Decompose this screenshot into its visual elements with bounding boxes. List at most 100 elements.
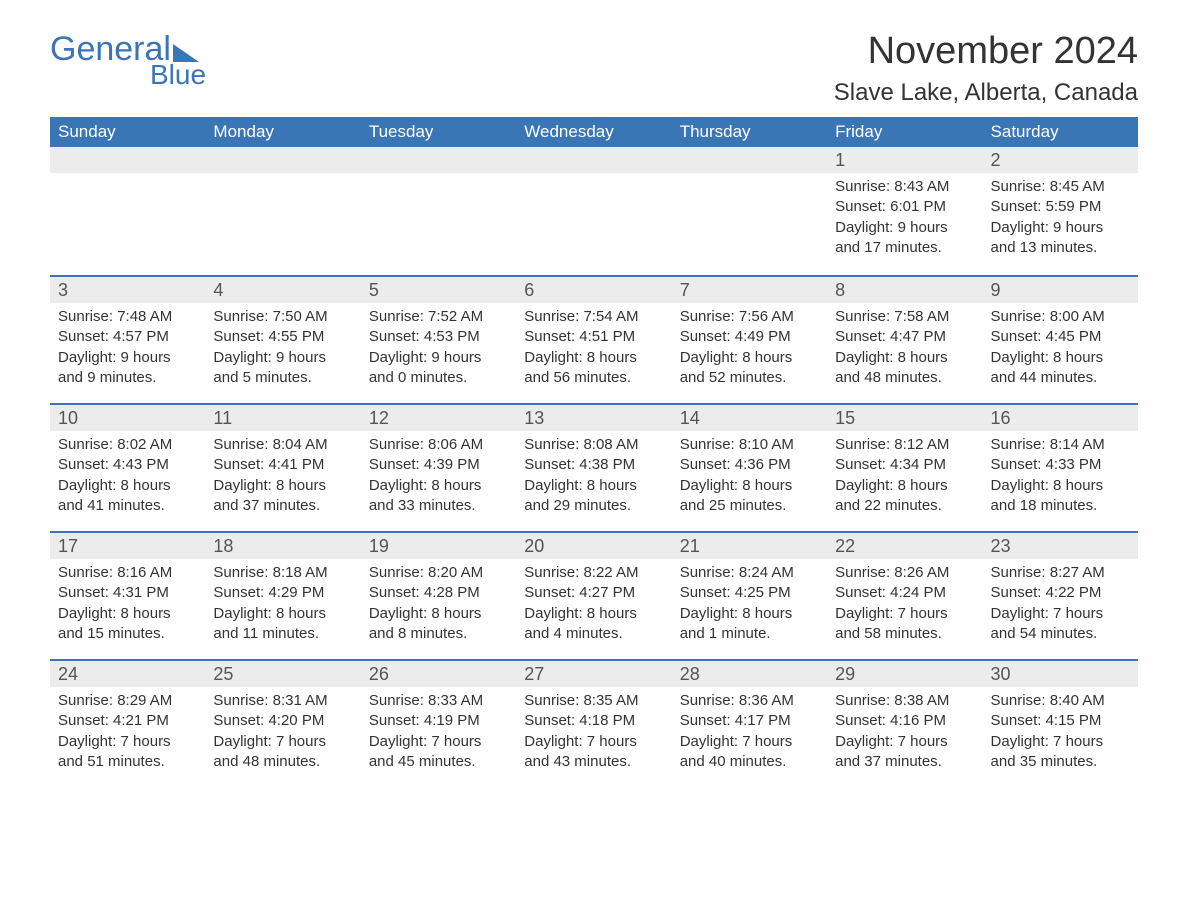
day-body: Sunrise: 8:31 AMSunset: 4:20 PMDaylight:… xyxy=(205,687,360,772)
sunrise-text: Sunrise: 8:43 AM xyxy=(835,177,974,197)
day-body: Sunrise: 7:56 AMSunset: 4:49 PMDaylight:… xyxy=(672,303,827,388)
sunrise-text: Sunrise: 8:24 AM xyxy=(680,563,819,583)
sunrise-text: Sunrise: 7:58 AM xyxy=(835,307,974,327)
sunrise-text: Sunrise: 8:02 AM xyxy=(58,435,197,455)
calendar-day-cell: 6Sunrise: 7:54 AMSunset: 4:51 PMDaylight… xyxy=(516,275,671,403)
day-number xyxy=(672,147,827,173)
daylight-text: Daylight: 8 hours and 48 minutes. xyxy=(835,348,974,389)
daylight-text: Daylight: 9 hours and 9 minutes. xyxy=(58,348,197,389)
location-text: Slave Lake, Alberta, Canada xyxy=(834,79,1138,107)
sunset-text: Sunset: 6:01 PM xyxy=(835,197,974,217)
day-number: 10 xyxy=(50,403,205,431)
sunset-text: Sunset: 4:51 PM xyxy=(524,327,663,347)
day-body: Sunrise: 8:45 AMSunset: 5:59 PMDaylight:… xyxy=(983,173,1138,258)
sunrise-text: Sunrise: 8:06 AM xyxy=(369,435,508,455)
day-number: 2 xyxy=(983,147,1138,173)
day-number: 20 xyxy=(516,531,671,559)
calendar-day-cell: 21Sunrise: 8:24 AMSunset: 4:25 PMDayligh… xyxy=(672,531,827,659)
weekday-header: Tuesday xyxy=(361,117,516,147)
sunrise-text: Sunrise: 7:52 AM xyxy=(369,307,508,327)
calendar-day-cell: 27Sunrise: 8:35 AMSunset: 4:18 PMDayligh… xyxy=(516,659,671,787)
day-body: Sunrise: 8:33 AMSunset: 4:19 PMDaylight:… xyxy=(361,687,516,772)
sunrise-text: Sunrise: 7:56 AM xyxy=(680,307,819,327)
sunrise-text: Sunrise: 7:54 AM xyxy=(524,307,663,327)
sunset-text: Sunset: 4:20 PM xyxy=(213,711,352,731)
sunrise-text: Sunrise: 8:27 AM xyxy=(991,563,1130,583)
daylight-text: Daylight: 7 hours and 45 minutes. xyxy=(369,732,508,773)
sunset-text: Sunset: 4:45 PM xyxy=(991,327,1130,347)
day-body: Sunrise: 8:16 AMSunset: 4:31 PMDaylight:… xyxy=(50,559,205,644)
daylight-text: Daylight: 8 hours and 37 minutes. xyxy=(213,476,352,517)
day-body: Sunrise: 8:08 AMSunset: 4:38 PMDaylight:… xyxy=(516,431,671,516)
calendar-day-cell xyxy=(50,147,205,275)
sunrise-text: Sunrise: 7:50 AM xyxy=(213,307,352,327)
weekday-header: Saturday xyxy=(983,117,1138,147)
day-number: 3 xyxy=(50,275,205,303)
day-number xyxy=(50,147,205,173)
sunset-text: Sunset: 4:18 PM xyxy=(524,711,663,731)
sunset-text: Sunset: 4:36 PM xyxy=(680,455,819,475)
day-number: 11 xyxy=(205,403,360,431)
day-body: Sunrise: 8:00 AMSunset: 4:45 PMDaylight:… xyxy=(983,303,1138,388)
day-body: Sunrise: 8:35 AMSunset: 4:18 PMDaylight:… xyxy=(516,687,671,772)
sunset-text: Sunset: 4:49 PM xyxy=(680,327,819,347)
day-number: 21 xyxy=(672,531,827,559)
day-body: Sunrise: 8:04 AMSunset: 4:41 PMDaylight:… xyxy=(205,431,360,516)
day-number: 7 xyxy=(672,275,827,303)
sunset-text: Sunset: 4:38 PM xyxy=(524,455,663,475)
logo: General Blue xyxy=(50,30,206,91)
calendar-day-cell xyxy=(516,147,671,275)
calendar-day-cell: 30Sunrise: 8:40 AMSunset: 4:15 PMDayligh… xyxy=(983,659,1138,787)
day-body: Sunrise: 8:40 AMSunset: 4:15 PMDaylight:… xyxy=(983,687,1138,772)
day-body: Sunrise: 8:02 AMSunset: 4:43 PMDaylight:… xyxy=(50,431,205,516)
calendar-day-cell: 13Sunrise: 8:08 AMSunset: 4:38 PMDayligh… xyxy=(516,403,671,531)
day-body: Sunrise: 8:43 AMSunset: 6:01 PMDaylight:… xyxy=(827,173,982,258)
calendar-day-cell: 12Sunrise: 8:06 AMSunset: 4:39 PMDayligh… xyxy=(361,403,516,531)
day-number: 22 xyxy=(827,531,982,559)
day-number: 24 xyxy=(50,659,205,687)
sunset-text: Sunset: 4:28 PM xyxy=(369,583,508,603)
sunset-text: Sunset: 4:21 PM xyxy=(58,711,197,731)
day-body xyxy=(516,173,671,177)
day-body: Sunrise: 8:18 AMSunset: 4:29 PMDaylight:… xyxy=(205,559,360,644)
daylight-text: Daylight: 7 hours and 58 minutes. xyxy=(835,604,974,645)
daylight-text: Daylight: 8 hours and 44 minutes. xyxy=(991,348,1130,389)
sunrise-text: Sunrise: 8:08 AM xyxy=(524,435,663,455)
day-body: Sunrise: 7:52 AMSunset: 4:53 PMDaylight:… xyxy=(361,303,516,388)
daylight-text: Daylight: 8 hours and 29 minutes. xyxy=(524,476,663,517)
sunset-text: Sunset: 5:59 PM xyxy=(991,197,1130,217)
day-body: Sunrise: 8:14 AMSunset: 4:33 PMDaylight:… xyxy=(983,431,1138,516)
daylight-text: Daylight: 7 hours and 43 minutes. xyxy=(524,732,663,773)
day-body: Sunrise: 7:48 AMSunset: 4:57 PMDaylight:… xyxy=(50,303,205,388)
sunset-text: Sunset: 4:22 PM xyxy=(991,583,1130,603)
calendar-day-cell xyxy=(361,147,516,275)
calendar-week-row: 17Sunrise: 8:16 AMSunset: 4:31 PMDayligh… xyxy=(50,531,1138,659)
calendar-day-cell: 25Sunrise: 8:31 AMSunset: 4:20 PMDayligh… xyxy=(205,659,360,787)
calendar-day-cell: 3Sunrise: 7:48 AMSunset: 4:57 PMDaylight… xyxy=(50,275,205,403)
day-number: 13 xyxy=(516,403,671,431)
sunset-text: Sunset: 4:55 PM xyxy=(213,327,352,347)
day-number: 19 xyxy=(361,531,516,559)
calendar-day-cell: 5Sunrise: 7:52 AMSunset: 4:53 PMDaylight… xyxy=(361,275,516,403)
day-body: Sunrise: 8:22 AMSunset: 4:27 PMDaylight:… xyxy=(516,559,671,644)
daylight-text: Daylight: 9 hours and 5 minutes. xyxy=(213,348,352,389)
day-number xyxy=(205,147,360,173)
daylight-text: Daylight: 8 hours and 56 minutes. xyxy=(524,348,663,389)
sunset-text: Sunset: 4:31 PM xyxy=(58,583,197,603)
day-body: Sunrise: 8:29 AMSunset: 4:21 PMDaylight:… xyxy=(50,687,205,772)
day-number: 29 xyxy=(827,659,982,687)
daylight-text: Daylight: 7 hours and 35 minutes. xyxy=(991,732,1130,773)
day-body: Sunrise: 8:24 AMSunset: 4:25 PMDaylight:… xyxy=(672,559,827,644)
day-number: 23 xyxy=(983,531,1138,559)
day-body: Sunrise: 8:06 AMSunset: 4:39 PMDaylight:… xyxy=(361,431,516,516)
sunrise-text: Sunrise: 8:26 AM xyxy=(835,563,974,583)
calendar-day-cell: 16Sunrise: 8:14 AMSunset: 4:33 PMDayligh… xyxy=(983,403,1138,531)
sunset-text: Sunset: 4:29 PM xyxy=(213,583,352,603)
sunset-text: Sunset: 4:34 PM xyxy=(835,455,974,475)
calendar-table: Sunday Monday Tuesday Wednesday Thursday… xyxy=(50,117,1138,787)
daylight-text: Daylight: 8 hours and 33 minutes. xyxy=(369,476,508,517)
sunrise-text: Sunrise: 8:35 AM xyxy=(524,691,663,711)
daylight-text: Daylight: 9 hours and 17 minutes. xyxy=(835,218,974,259)
calendar-day-cell: 28Sunrise: 8:36 AMSunset: 4:17 PMDayligh… xyxy=(672,659,827,787)
sunrise-text: Sunrise: 8:22 AM xyxy=(524,563,663,583)
